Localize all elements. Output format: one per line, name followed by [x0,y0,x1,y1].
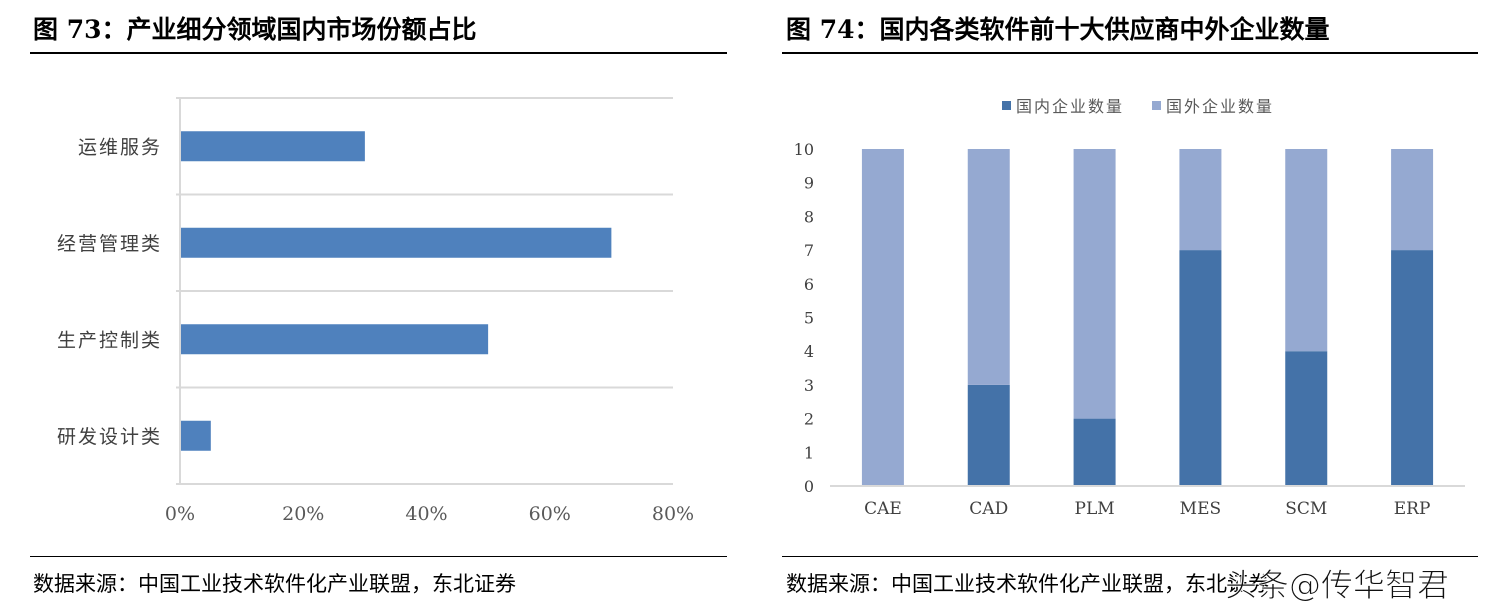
bar-生产控制类 [181,324,489,355]
bar-运维服务 [181,131,365,162]
x-tick-label: 40% [405,503,447,525]
x-tick-label: ERP [1394,499,1431,519]
bar-PLM-series-1 [1073,149,1116,419]
y-tick-label: 6 [804,275,814,294]
bar-ERP-series-1 [1391,149,1434,251]
bar-SCM-series-0 [1285,351,1328,486]
right-title-rule [782,52,1478,54]
bar-MES-series-0 [1179,250,1222,486]
x-tick-label: CAD [969,499,1008,519]
left-title-rule [30,52,727,54]
category-label: 运维服务 [78,136,162,158]
y-tick-label: 7 [804,241,814,260]
right-source-rule [782,556,1478,557]
category-label: 生产控制类 [57,329,162,351]
y-tick-label: 9 [804,174,814,193]
bar-MES-series-1 [1179,149,1222,251]
bar-CAD-series-0 [967,384,1010,486]
legend-swatch [1002,101,1011,110]
y-tick-label: 2 [804,410,814,429]
y-tick-label: 8 [804,207,814,226]
bar-SCM-series-1 [1285,149,1328,352]
category-label: 研发设计类 [57,426,162,448]
x-tick-label: 80% [652,503,694,525]
y-tick-label: 5 [804,309,814,328]
bar-ERP-series-0 [1391,250,1434,486]
x-tick-label: MES [1180,499,1221,519]
right-chart-title: 图 74：国内各类软件前十大供应商中外企业数量 [786,15,1330,44]
x-tick-label: PLM [1075,499,1115,519]
left-chart-title: 图 73：产业细分领域国内市场份额占比 [33,15,477,44]
x-tick-label: 60% [529,503,571,525]
legend-label: 国外企业数量 [1166,97,1274,116]
y-tick-label: 10 [794,140,814,159]
x-tick-label: CAE [864,499,902,519]
category-label: 经营管理类 [57,233,162,255]
y-tick-label: 4 [804,342,814,361]
x-tick-label: 0% [165,503,195,525]
y-tick-label: 3 [804,376,814,395]
bar-CAD-series-1 [967,149,1010,385]
y-tick-label: 1 [804,443,814,462]
left-source: 数据来源：中国工业技术软件化产业联盟，东北证券 [33,572,516,596]
x-tick-label: SCM [1285,499,1327,519]
bar-研发设计类 [181,420,211,451]
right-source: 数据来源：中国工业技术软件化产业联盟，东北证券 [786,572,1269,596]
bar-PLM-series-0 [1073,418,1116,486]
bar-CAE-series-1 [861,149,904,486]
watermark: 头条@传华智君 [1224,566,1450,605]
x-tick-label: 20% [282,503,324,525]
legend-swatch [1152,101,1161,110]
left-source-rule [30,556,727,557]
legend-label: 国内企业数量 [1016,97,1124,116]
y-tick-label: 0 [804,477,814,496]
bar-经营管理类 [181,227,612,258]
